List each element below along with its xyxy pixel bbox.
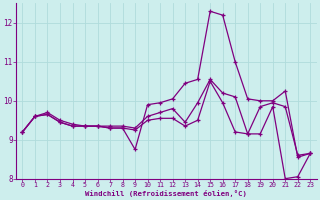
X-axis label: Windchill (Refroidissement éolien,°C): Windchill (Refroidissement éolien,°C)	[85, 190, 247, 197]
